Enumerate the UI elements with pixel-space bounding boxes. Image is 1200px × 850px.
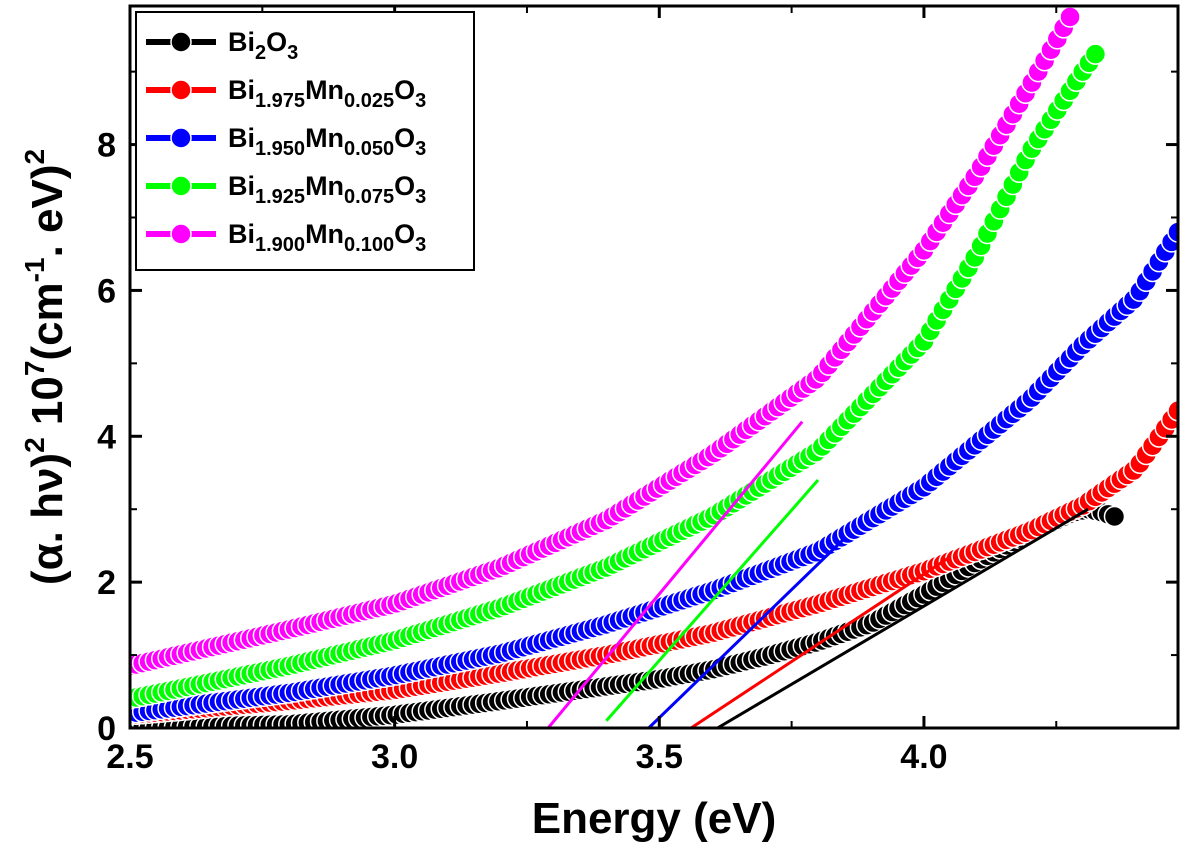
legend: Bi2O3 Bi1.975Mn0.025O3 Bi1.950Mn0.050O3 Bi1… xyxy=(135,11,475,271)
fit-line-4 xyxy=(546,420,804,728)
legend-label: Bi1.925Mn0.075O3 xyxy=(228,171,426,208)
x-tick-label: 2.5 xyxy=(106,738,153,776)
data-point xyxy=(1167,221,1178,243)
x-tick-label: 3.5 xyxy=(636,738,683,776)
data-point xyxy=(1103,505,1126,528)
series-3 xyxy=(130,43,1107,710)
fit-lines xyxy=(546,420,1089,728)
y-axis-title: (α. hν)2 107(cm-1. eV)2 xyxy=(19,149,72,585)
series-2 xyxy=(130,221,1178,725)
legend-marker xyxy=(170,127,192,149)
y-tick-label: 2 xyxy=(97,564,116,602)
legend-item-4: Bi1.900Mn0.100O3 xyxy=(146,219,426,256)
fit-line-0 xyxy=(716,507,1089,728)
y-tick-label: 4 xyxy=(97,418,116,456)
legend-item-3: Bi1.925Mn0.075O3 xyxy=(146,171,426,208)
legend-marker xyxy=(170,31,192,53)
x-tick-label: 3.0 xyxy=(371,738,418,776)
legend-marker xyxy=(170,79,192,101)
y-tick-label: 8 xyxy=(97,127,116,165)
plot-frame xyxy=(128,4,1180,730)
legend-label: Bi1.900Mn0.100O3 xyxy=(228,219,426,256)
x-tick-label: 4.0 xyxy=(900,738,947,776)
legend-label: Bi2O3 xyxy=(228,27,298,64)
legend-marker xyxy=(170,223,192,245)
legend-marker xyxy=(170,175,192,197)
fit-line-1 xyxy=(690,555,952,728)
legend-item-2: Bi1.950Mn0.050O3 xyxy=(146,123,426,160)
legend-label: Bi1.950Mn0.050O3 xyxy=(228,123,426,160)
y-tick-label: 6 xyxy=(97,272,116,310)
y-tick-label: 0 xyxy=(97,710,116,748)
legend-label: Bi1.975Mn0.025O3 xyxy=(228,75,426,112)
x-axis-title: Energy (eV) xyxy=(532,794,777,843)
series-4 xyxy=(130,6,1081,677)
fit-line-3 xyxy=(605,479,820,722)
legend-item-1: Bi1.975Mn0.025O3 xyxy=(146,75,426,112)
data-point xyxy=(1167,400,1178,422)
axis-ticks: 2.5 3.0 3.5 4.0 0 2 4 6 8 xyxy=(97,6,1178,776)
series-layer xyxy=(130,6,1178,728)
fit-line-2 xyxy=(647,537,846,728)
data-point xyxy=(1084,43,1107,65)
data-point xyxy=(1059,6,1081,28)
legend-item-0: Bi2O3 xyxy=(146,27,298,64)
